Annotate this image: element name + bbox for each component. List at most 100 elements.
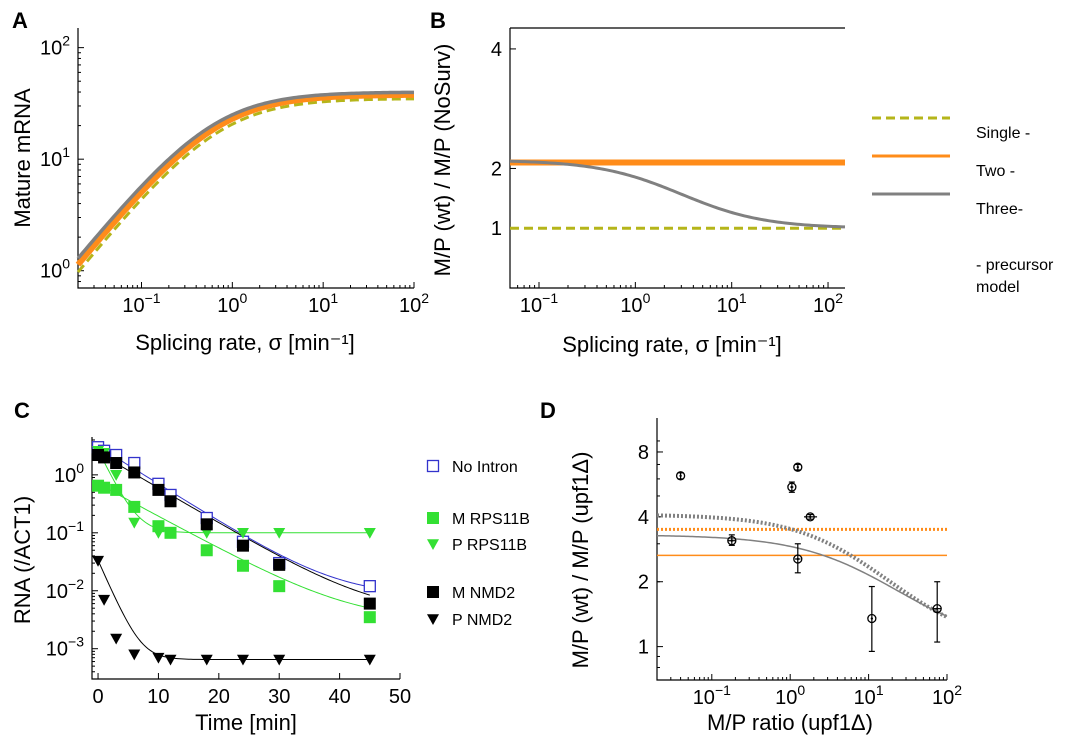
y-tick-label: 10−3 — [46, 634, 84, 661]
data-point-mRps — [110, 483, 123, 496]
data-point-pRps — [128, 517, 141, 529]
y-tick-label: 100 — [54, 460, 84, 487]
y-axis-label: Mature mRNA — [10, 88, 35, 228]
panel-label: C — [14, 398, 30, 423]
panel-label: B — [430, 8, 446, 33]
curve-single-precursor — [76, 97, 415, 274]
y-tick-label: 1 — [491, 218, 502, 240]
data-point-mNmd — [110, 457, 123, 470]
data-point-mRps — [236, 559, 249, 572]
data-point-mRps — [363, 611, 376, 624]
data-point — [793, 554, 803, 564]
fit-mRps — [97, 483, 370, 609]
legend-footer-line: model — [976, 279, 1020, 296]
x-tick-label: 101 — [854, 682, 884, 709]
data-point — [932, 604, 942, 614]
data-point-center — [870, 617, 874, 620]
legend-label-two: Two - — [976, 163, 1015, 180]
data-point-pNmd — [273, 654, 286, 666]
y-tick-label: 4 — [638, 507, 649, 529]
data-point-mNmd — [273, 558, 286, 571]
y-axis-label: M/P (wt) / M/P (upf1Δ) — [568, 452, 593, 669]
x-tick-label: 102 — [399, 290, 429, 317]
data-point — [805, 512, 815, 522]
legend-label-pRps: P RPS11B — [452, 537, 527, 554]
data-point-pRps — [200, 528, 213, 539]
y-tick-label: 10−2 — [46, 576, 84, 603]
x-tick-label: 102 — [813, 290, 843, 317]
data-point-pRps — [164, 528, 177, 539]
data-point-pNmd — [164, 654, 177, 666]
y-tick-label: 100 — [40, 256, 70, 283]
legend-b: Single - Two - Three- - precursor model — [872, 116, 1054, 296]
data-point-mNmd — [164, 495, 177, 508]
data-point-pRps — [363, 528, 376, 539]
data-point-center — [679, 474, 682, 478]
legend-label-mNmd: M NMD2 — [452, 585, 515, 602]
data-point-pNmd — [110, 633, 123, 645]
data-point-pRps — [152, 528, 165, 539]
data-point-pNmd — [236, 654, 249, 666]
curve-three-precursor — [76, 90, 415, 260]
legend-label-noIntron: No Intron — [452, 459, 518, 476]
data-point-mRps — [98, 481, 111, 494]
panel-label: D — [540, 398, 556, 423]
x-tick-label: 20 — [208, 686, 230, 708]
legend-footer-line: - precursor — [976, 257, 1054, 274]
y-tick-label: 1 — [638, 637, 649, 659]
y-tick-label: 2 — [638, 572, 649, 594]
data-point — [787, 482, 797, 492]
model-line-three-solid — [656, 534, 948, 617]
y-tick-label: 102 — [40, 33, 70, 60]
data-point — [727, 536, 737, 546]
legend-label-mRps: M RPS11B — [452, 511, 530, 528]
x-tick-label: 40 — [328, 686, 350, 708]
data-point-center — [809, 515, 812, 519]
model-line-three-dotted — [656, 513, 948, 619]
data-point-mNmd — [152, 483, 165, 496]
data-point-mRps — [273, 580, 286, 593]
axes-frame — [77, 28, 414, 289]
data-point-center — [796, 465, 799, 469]
x-axis-label: Splicing rate, σ [min⁻¹] — [562, 332, 782, 357]
data-point-pNmd — [363, 654, 376, 666]
y-tick-label: 4 — [491, 39, 502, 61]
data-point-mNmd — [98, 451, 111, 464]
y-tick-label: 8 — [638, 442, 649, 464]
panel-c: 0 10 20 30 40 50 10−3 10−2 10−1 100 C Time [min] RNA… — [10, 398, 530, 735]
x-tick-label: 102 — [932, 682, 962, 709]
panel-d: 10−1 100 101 102 1 2 4 8 D M/P ratio (upf1Δ) M/P (… — [540, 398, 962, 735]
legend-label-single: Single - — [976, 125, 1030, 142]
data-point-center — [796, 557, 799, 561]
data-point-pRps — [236, 528, 249, 539]
legend-label-pNmd: P NMD2 — [452, 612, 512, 629]
data-point-mNmd — [363, 597, 376, 610]
x-tick-label: 100 — [217, 290, 247, 317]
x-tick-label: 0 — [92, 686, 103, 708]
legend-marker-mRps — [427, 512, 439, 524]
fit-mNmd — [97, 452, 370, 596]
y-axis-label: M/P (wt) / M/P (NoSurv) — [430, 44, 455, 277]
panel-b: 10−1 100 101 102 1 2 4 B Splicing rate, σ [min⁻¹… — [430, 8, 846, 357]
data-point-mNmd — [128, 466, 141, 479]
legend-marker-pNmd — [427, 614, 439, 625]
data-point-pNmd — [152, 652, 165, 664]
data-point-pNmd — [128, 649, 141, 661]
curve-two-precursor — [75, 91, 415, 267]
x-tick-label: 101 — [308, 290, 338, 317]
y-axis-label: RNA (/ACT1) — [10, 496, 35, 624]
x-tick-label: 10−1 — [520, 290, 558, 317]
legend-marker-mNmd — [427, 586, 439, 598]
data-point-mRps — [128, 500, 141, 513]
legend-label-three: Three- — [976, 201, 1023, 218]
data-point-pRps — [110, 470, 123, 481]
x-axis-label: Time [min] — [195, 710, 297, 735]
data-point-pRps — [273, 528, 286, 539]
data-point-mRps — [200, 544, 213, 557]
y-tick-label: 101 — [40, 144, 70, 171]
data-point-mNmd — [236, 539, 249, 552]
data-point-center — [936, 607, 939, 610]
data-point-pNmd — [92, 555, 105, 567]
x-tick-label: 30 — [268, 686, 290, 708]
